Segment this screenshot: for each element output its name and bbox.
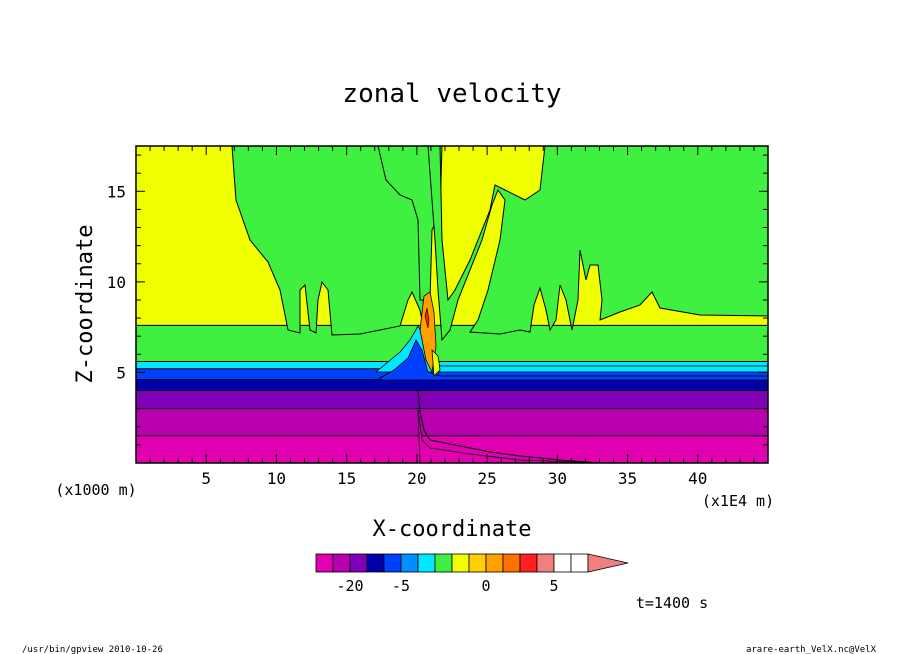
x-tick-label: 10 <box>267 469 286 488</box>
dip-magenta <box>417 409 601 463</box>
x-tick-label: 30 <box>548 469 567 488</box>
dip-contour <box>417 389 601 463</box>
plot-frame <box>135 145 769 464</box>
x-axis-label: X-coordinate <box>373 517 532 542</box>
band-2 <box>136 390 768 409</box>
x-tick-label: 20 <box>407 469 426 488</box>
time-label: t=1400 s <box>636 594 708 612</box>
colorbar-cell <box>366 553 385 573</box>
colorbar-cell <box>315 553 334 573</box>
colorbar-label: 5 <box>549 577 558 595</box>
colorbar-cell <box>570 553 589 573</box>
x-scale-label: (x1E4 m) <box>702 492 774 510</box>
x-tick-label: 25 <box>477 469 496 488</box>
colorbar-cell <box>519 553 538 573</box>
velocity-peak <box>374 291 768 463</box>
x-unit-label: (x1000 m) <box>55 481 136 499</box>
peak-blue <box>379 339 768 381</box>
band-3 <box>136 379 768 391</box>
band-1 <box>136 408 768 436</box>
x-tick-label: 15 <box>337 469 356 488</box>
y-tick-label: 10 <box>107 273 126 292</box>
colorbar-cell <box>349 553 368 573</box>
colorbar-cell <box>502 553 521 573</box>
x-tick-label: 35 <box>618 469 637 488</box>
x-tick-label: 5 <box>201 469 211 488</box>
colorbar-label: -5 <box>392 577 410 595</box>
x-tick-label: 40 <box>688 469 707 488</box>
peak-yellow <box>431 348 441 377</box>
colorbar-cell <box>383 553 402 573</box>
colorbar-cell <box>536 553 555 573</box>
y-tick-label: 5 <box>116 363 126 382</box>
colorbar-cell <box>400 553 419 573</box>
axis-ticks: 5 10 15 20 25 30 35 40 5 10 15 <box>107 146 768 488</box>
colorbar-cell <box>468 553 487 573</box>
plume-left <box>231 146 425 336</box>
colorbar-arrow <box>587 553 629 573</box>
chart-title: zonal velocity <box>342 79 561 109</box>
y-tick-label: 15 <box>107 182 126 201</box>
footer-left: /usr/bin/gpview 2010-10-26 <box>22 645 163 654</box>
peak-red <box>424 307 430 329</box>
band-4 <box>136 368 768 380</box>
footer-right: arare-earth_VelX.nc@VelX <box>746 645 877 654</box>
band-6 <box>136 325 768 362</box>
green-plumes <box>231 146 768 342</box>
colorbar-cell <box>332 553 351 573</box>
colorbar-cell <box>485 553 504 573</box>
band-5 <box>136 361 768 369</box>
colorbar-label: 0 <box>481 577 490 595</box>
colorbar-cell <box>417 553 436 573</box>
colorbar: -20 -5 0 5 <box>315 553 629 595</box>
y-axis-label: Z-coordinate <box>73 225 98 384</box>
colorbar-label: -20 <box>336 577 363 595</box>
colorbar-cell <box>434 553 453 573</box>
plume-center <box>427 146 768 342</box>
plot-area <box>136 146 768 463</box>
colorbar-cell <box>553 553 572 573</box>
colorbar-cell <box>451 553 470 573</box>
